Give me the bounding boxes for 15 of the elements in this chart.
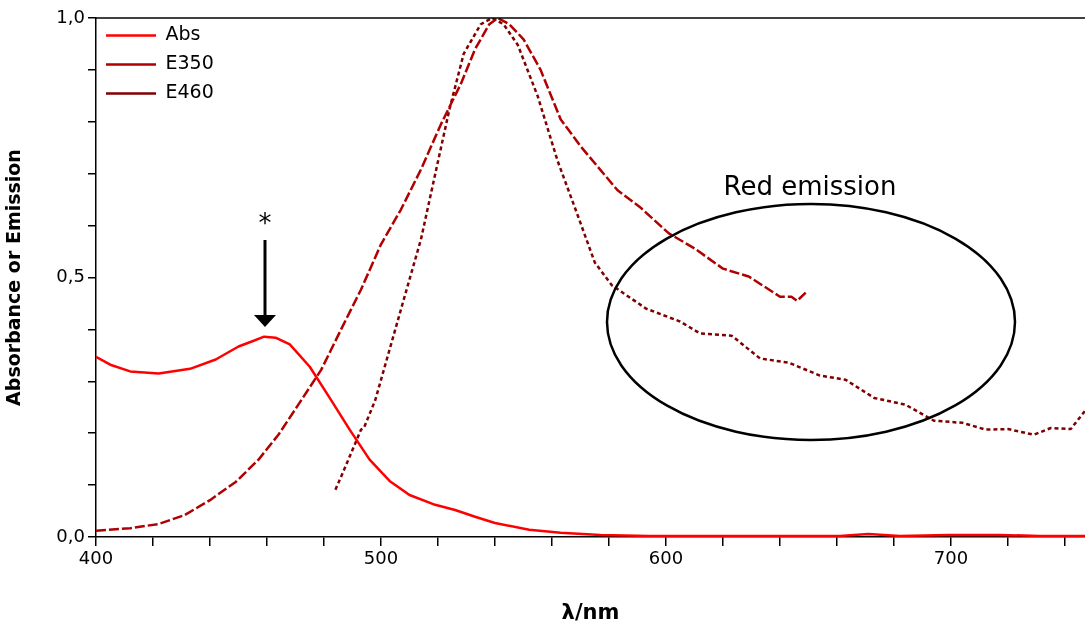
y-tick-label: 0,0	[56, 524, 85, 546]
x-tick-label: 400	[78, 547, 114, 569]
x-tick-label: 600	[648, 547, 684, 569]
line-series	[334, 18, 1085, 492]
x-tick-label: 500	[363, 547, 399, 569]
legend-label: E460	[165, 80, 214, 103]
y-axis-title: Absorbance or Emission	[2, 149, 25, 406]
y-tick-label: 0,5	[56, 265, 85, 287]
legend-label: Abs	[165, 22, 201, 45]
annotation: *	[258, 208, 272, 238]
legend-label: E350	[165, 51, 214, 74]
x-tick-label: 700	[933, 547, 969, 569]
x-axis-title: λ/nm	[561, 599, 620, 624]
y-tick-label: 1,0	[56, 5, 85, 27]
annotation: Red emission	[723, 171, 897, 201]
